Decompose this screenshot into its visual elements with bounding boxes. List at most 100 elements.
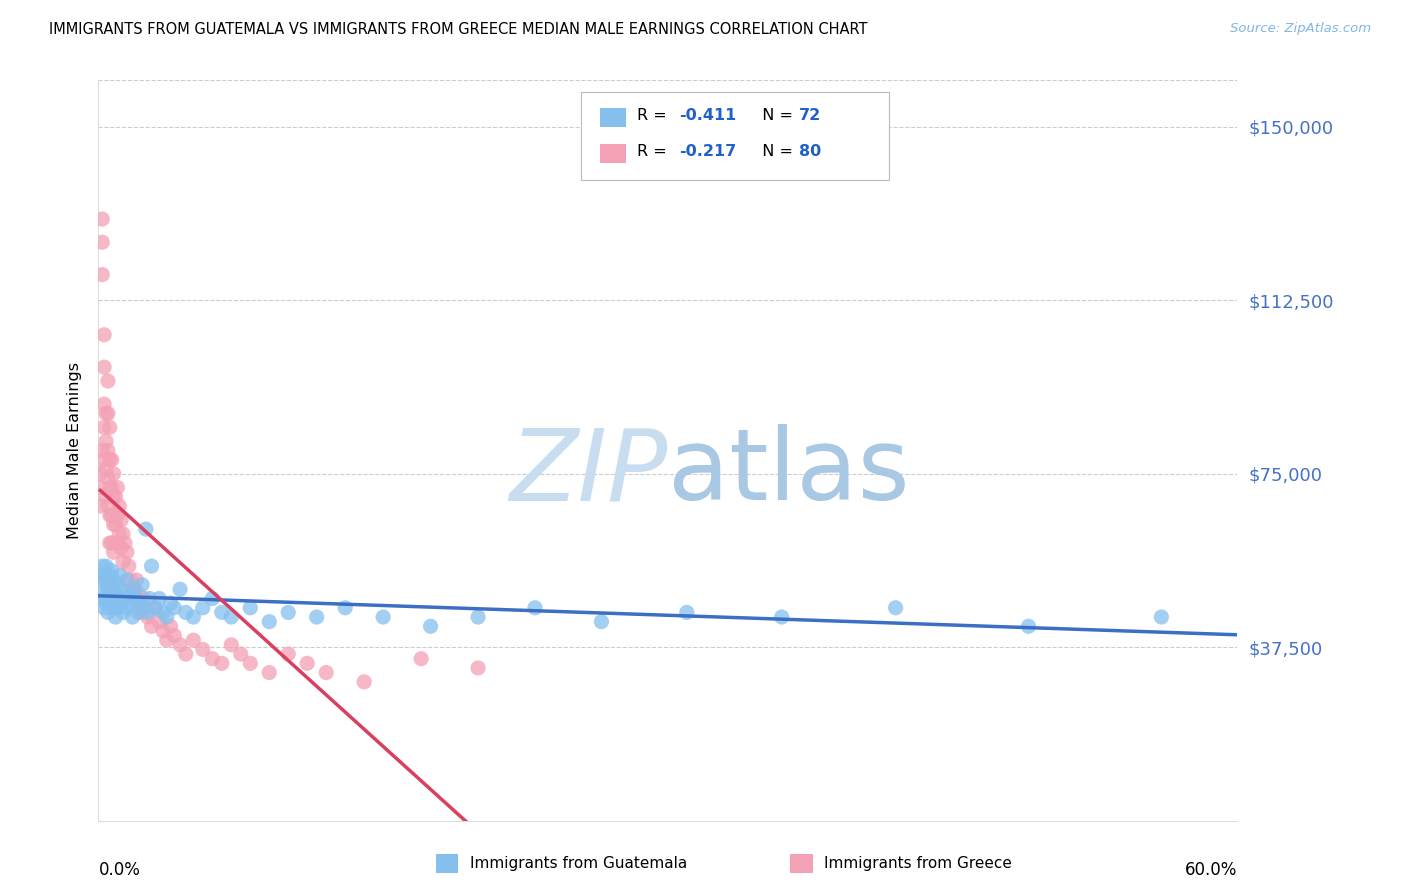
Point: [125, 591, 148, 606]
Point: [108, 499, 131, 513]
Point: [121, 582, 143, 597]
Point: [163, 600, 186, 615]
Point: [107, 480, 129, 494]
Point: [107, 600, 129, 615]
Point: [107, 536, 129, 550]
Point: [108, 591, 131, 606]
Point: [201, 591, 224, 606]
Point: [148, 591, 170, 606]
Point: [98, 420, 121, 434]
Point: [107, 577, 129, 591]
Point: [136, 610, 159, 624]
Point: [97, 374, 120, 388]
Point: [91, 587, 114, 601]
Point: [100, 452, 122, 467]
Point: [108, 568, 131, 582]
Point: [104, 587, 127, 601]
Point: [100, 582, 122, 597]
Point: [305, 610, 328, 624]
Point: [104, 610, 127, 624]
Point: [297, 657, 319, 671]
Point: [108, 526, 131, 541]
Point: [156, 633, 179, 648]
Point: [183, 610, 205, 624]
Point: [152, 606, 174, 620]
Point: [191, 642, 214, 657]
Text: -0.411: -0.411: [679, 109, 737, 123]
Point: [93, 452, 115, 467]
Text: Immigrants from Greece: Immigrants from Greece: [824, 856, 1012, 871]
Point: [93, 360, 115, 375]
Point: [201, 651, 224, 665]
Point: [229, 647, 252, 661]
Text: atlas: atlas: [668, 425, 910, 521]
Point: [100, 480, 122, 494]
Point: [124, 582, 146, 597]
Point: [136, 606, 159, 620]
Point: [103, 490, 125, 504]
Point: [120, 596, 142, 610]
Point: [131, 606, 153, 620]
Text: N =: N =: [752, 109, 799, 123]
Point: [114, 536, 136, 550]
Text: Immigrants from Guatemala: Immigrants from Guatemala: [470, 856, 688, 871]
Point: [91, 212, 114, 227]
Point: [94, 434, 117, 449]
Point: [591, 615, 613, 629]
Point: [112, 554, 135, 569]
Point: [1150, 610, 1173, 624]
Point: [115, 545, 138, 559]
Point: [98, 568, 121, 582]
Point: [277, 647, 299, 661]
Point: [118, 559, 141, 574]
Point: [93, 591, 115, 606]
Point: [120, 573, 142, 587]
Point: [94, 462, 117, 476]
Point: [107, 508, 129, 523]
Point: [132, 600, 155, 615]
Text: 0.0%: 0.0%: [98, 862, 141, 880]
Text: R =: R =: [637, 109, 672, 123]
Point: [125, 573, 148, 587]
Point: [98, 508, 121, 523]
Point: [135, 522, 157, 536]
Point: [104, 490, 127, 504]
Point: [524, 600, 547, 615]
Point: [770, 610, 793, 624]
Point: [315, 665, 337, 680]
Text: 80: 80: [799, 145, 821, 159]
Point: [211, 657, 233, 671]
Point: [110, 541, 132, 555]
Point: [115, 600, 138, 615]
Point: [112, 606, 135, 620]
Point: [129, 596, 152, 610]
Point: [94, 559, 117, 574]
Point: [112, 526, 135, 541]
Point: [97, 606, 120, 620]
Point: [91, 443, 114, 458]
Point: [94, 407, 117, 421]
Point: [183, 633, 205, 648]
Point: [467, 661, 489, 675]
Point: [159, 619, 181, 633]
Point: [110, 513, 132, 527]
Text: -0.217: -0.217: [679, 145, 737, 159]
Point: [191, 600, 214, 615]
Point: [239, 657, 262, 671]
Point: [259, 615, 281, 629]
Point: [93, 568, 115, 582]
Point: [114, 591, 136, 606]
Point: [467, 610, 489, 624]
Point: [93, 397, 115, 411]
Point: [141, 559, 163, 574]
Point: [103, 545, 125, 559]
Point: [129, 596, 152, 610]
Text: Source: ZipAtlas.com: Source: ZipAtlas.com: [1230, 22, 1371, 36]
Point: [159, 596, 181, 610]
Point: [353, 674, 375, 689]
Text: ZIP: ZIP: [509, 425, 668, 521]
Point: [97, 577, 120, 591]
Text: N =: N =: [752, 145, 799, 159]
Point: [97, 499, 120, 513]
Point: [103, 596, 125, 610]
